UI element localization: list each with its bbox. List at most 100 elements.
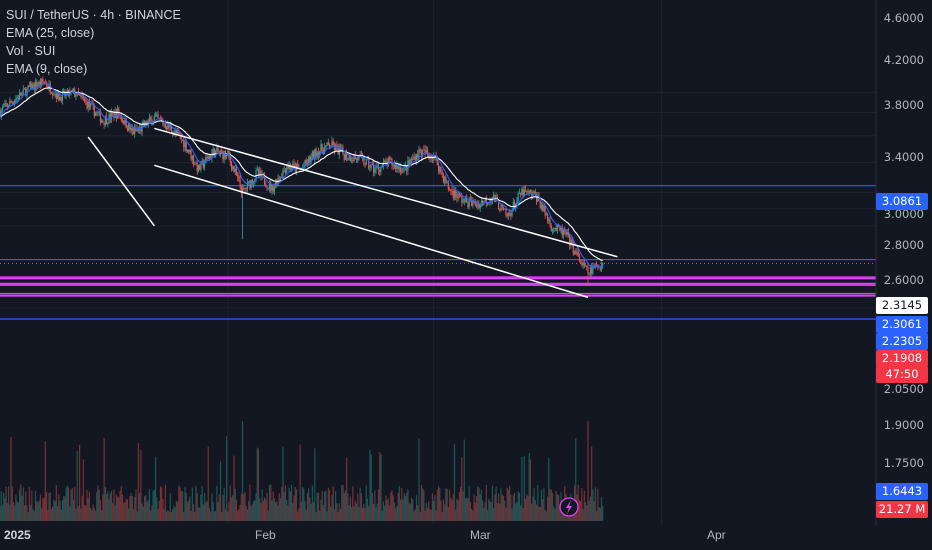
candle-body[interactable] [507,213,509,217]
candle-body[interactable] [559,225,561,231]
candle-body[interactable] [163,124,165,126]
candle-body[interactable] [99,111,102,123]
candle-body[interactable] [17,97,19,99]
candle-body[interactable] [26,88,28,96]
candle-body[interactable] [587,266,589,274]
candle-body[interactable] [184,142,186,148]
candle-body[interactable] [203,163,206,168]
candle-body[interactable] [130,127,132,130]
candle-body[interactable] [91,103,93,105]
candle-body[interactable] [440,166,442,172]
candle-body[interactable] [602,263,604,266]
candle-body[interactable] [10,101,12,103]
candle-body[interactable] [430,156,432,159]
candle-body[interactable] [467,202,469,208]
candle-body[interactable] [282,170,284,178]
candle-body[interactable] [564,230,566,232]
candle-body[interactable] [135,127,137,131]
candle-body[interactable] [124,118,126,125]
candle-body[interactable] [560,228,562,231]
candle-body[interactable] [374,169,376,173]
candle-body[interactable] [388,158,391,159]
candle-body[interactable] [216,147,218,151]
candle-body[interactable] [327,142,329,146]
candle-body[interactable] [196,163,198,172]
candle-body[interactable] [588,273,590,274]
candle-body[interactable] [401,172,403,173]
candle-body[interactable] [174,130,176,134]
candle-body[interactable] [586,265,588,267]
candle-body[interactable] [423,149,425,151]
candle-body[interactable] [333,145,336,151]
candle-body[interactable] [183,139,185,148]
candle-body[interactable] [32,84,34,90]
candle-body[interactable] [235,168,238,176]
candle-body[interactable] [370,164,372,168]
candle-body[interactable] [254,178,256,182]
candle-body[interactable] [418,149,420,158]
candle-body[interactable] [128,123,130,131]
candle-body[interactable] [181,139,184,141]
candle-body[interactable] [511,209,513,216]
candle-body[interactable] [132,131,135,135]
candle-body[interactable] [169,125,171,128]
candle-body[interactable] [591,267,593,274]
candle-body[interactable] [1,107,4,111]
candle-body[interactable] [36,82,38,88]
candle-body[interactable] [239,178,241,187]
candle-body[interactable] [61,91,64,102]
candle-body[interactable] [365,159,367,165]
candle-body[interactable] [411,158,413,162]
candle-body[interactable] [424,149,426,155]
candle-body[interactable] [34,82,37,90]
candle-body[interactable] [569,234,571,246]
candle-body[interactable] [273,185,275,192]
candle-body[interactable] [316,152,318,158]
candle-body[interactable] [222,152,224,160]
candle-body[interactable] [27,85,29,89]
candle-body[interactable] [191,155,193,160]
candle-body[interactable] [328,145,331,149]
candle-body[interactable] [146,121,148,126]
candle-body[interactable] [599,267,601,270]
candle-body[interactable] [63,91,65,93]
candle-body[interactable] [20,92,22,96]
lightning-icon[interactable] [559,497,579,517]
candle-body[interactable] [397,164,399,169]
candle-body[interactable] [584,265,587,267]
candle-body[interactable] [304,160,306,167]
candle-body[interactable] [379,169,381,172]
candle-body[interactable] [581,263,583,265]
candle-body[interactable] [343,153,345,160]
candle-body[interactable] [265,184,267,188]
candle-body[interactable] [387,158,389,167]
candle-body[interactable] [110,112,113,120]
candle-body[interactable] [553,228,555,230]
candle-body[interactable] [244,188,246,189]
candle-body[interactable] [257,169,260,175]
candle-body[interactable] [234,168,236,172]
candle-body[interactable] [112,112,114,114]
candle-body[interactable] [480,200,483,204]
candle-body[interactable] [272,184,274,192]
candle-body[interactable] [462,201,464,203]
candle-body[interactable] [192,155,195,164]
candle-body[interactable] [19,92,21,99]
candle-body[interactable] [271,184,273,191]
candle-body[interactable] [248,181,250,182]
candle-body[interactable] [417,154,419,158]
candle-body[interactable] [502,206,505,210]
candle-body[interactable] [93,105,95,116]
candle-body[interactable] [134,127,136,135]
candle-body[interactable] [56,91,59,99]
candle-body[interactable] [186,149,189,152]
candle-body[interactable] [136,129,138,131]
candle-body[interactable] [420,151,422,157]
candle-body[interactable] [398,167,400,169]
candle-body[interactable] [53,94,55,96]
candle-body[interactable] [0,111,1,117]
candle-body[interactable] [436,157,438,166]
candle-body[interactable] [44,82,46,83]
candle-body[interactable] [352,160,354,162]
candle-body[interactable] [373,164,375,173]
